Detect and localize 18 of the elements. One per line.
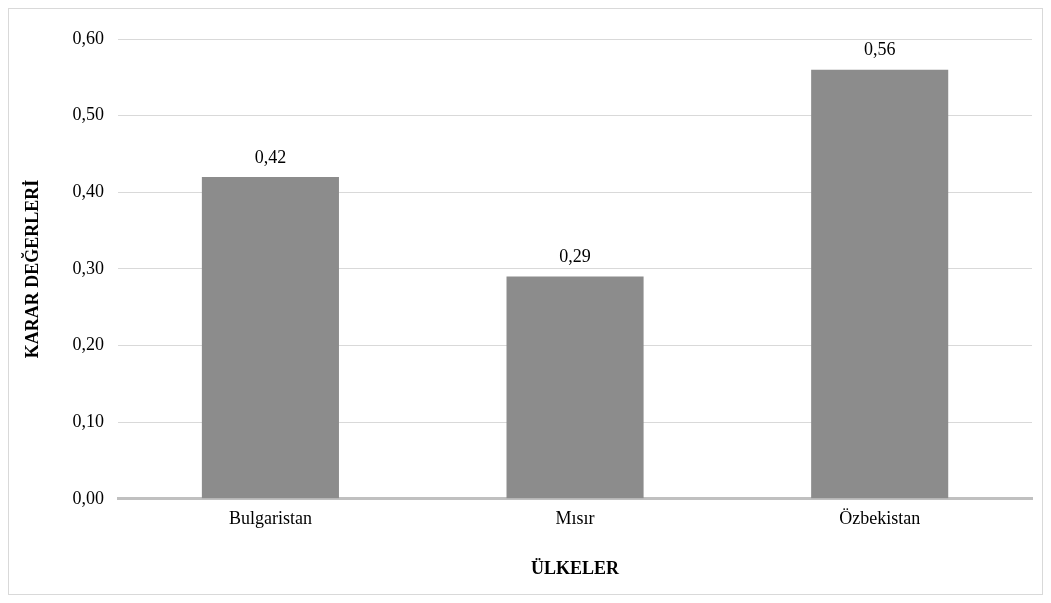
- y-tick-label: 0,30: [72, 257, 105, 278]
- x-axis-title: ÜLKELER: [531, 557, 621, 578]
- data-label: 0,42: [254, 146, 287, 167]
- y-tick-label: 0,10: [72, 410, 105, 431]
- bar: [201, 176, 339, 499]
- data-label: 0,29: [559, 246, 591, 267]
- y-tick-label: 0,40: [72, 181, 105, 201]
- data-label: 0,56: [863, 39, 896, 60]
- y-tick-label: 0,20: [72, 334, 105, 355]
- y-tick-label: 0,60: [72, 27, 105, 48]
- bar: [811, 69, 949, 499]
- x-tick-label: Bulgaristan: [228, 508, 312, 529]
- x-tick-label: Mısır: [555, 508, 595, 529]
- y-axis-title: KARAR DEĞERLERİ: [21, 179, 43, 359]
- y-tick-label: 0,00: [72, 487, 105, 508]
- y-tick-label: 0,50: [72, 104, 105, 125]
- x-tick-label: Özbekistan: [839, 508, 921, 529]
- bar: [506, 276, 644, 499]
